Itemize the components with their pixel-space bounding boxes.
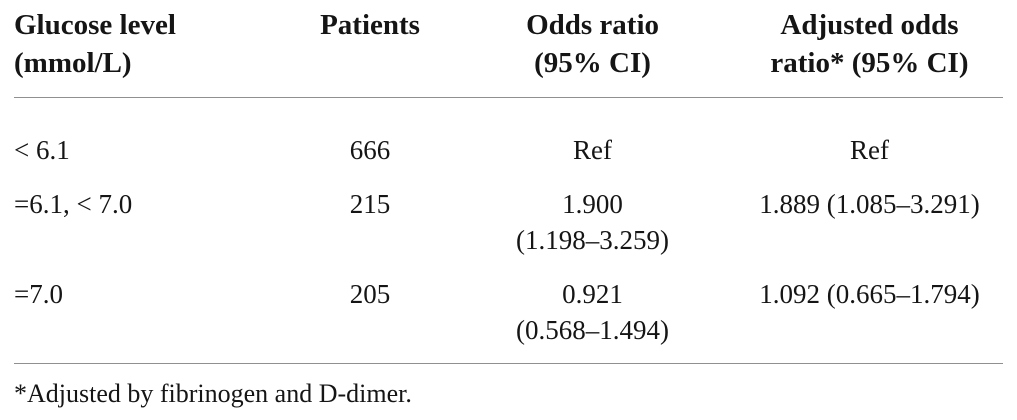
cell-odds-ratio: 1.900 (1.198–3.259) (449, 186, 736, 258)
header-odds-line1: Odds ratio (526, 9, 659, 41)
odds-ratio-value: Ref (573, 135, 613, 165)
header-adjusted-line2: ratio* (95% CI) (770, 47, 969, 79)
header-adjusted-odds: Adjusted odds ratio* (95% CI) (736, 6, 1003, 82)
cell-odds-ratio: 0.921 (0.568–1.494) (449, 276, 736, 348)
table-row: < 6.1 666 Ref Ref (14, 132, 1003, 168)
table-row: =7.0 205 0.921 (0.568–1.494) 1.092 (0.66… (14, 276, 1003, 348)
glucose-value: =7.0 (14, 279, 63, 309)
bottom-divider (14, 363, 1003, 364)
patients-value: 666 (349, 135, 391, 165)
header-adjusted-line1: Adjusted odds (780, 9, 959, 41)
header-glucose-line1: Glucose level (14, 9, 176, 41)
odds-ratio-value: 0.921 (562, 279, 623, 309)
header-glucose-line2: (mmol/L) (14, 47, 132, 79)
patients-value: 215 (349, 189, 391, 219)
cell-glucose: < 6.1 (14, 132, 291, 168)
adjusted-odds-value: 1.092 (0.665–1.794) (759, 279, 980, 309)
odds-ratio-value: 1.900 (562, 189, 623, 219)
glucose-value: < 6.1 (14, 135, 70, 165)
adjusted-odds-value: 1.889 (1.085–3.291) (759, 189, 980, 219)
header-divider (14, 97, 1003, 98)
odds-ratio-ci: (0.568–1.494) (516, 315, 670, 345)
odds-ratio-ci: (1.198–3.259) (516, 225, 670, 255)
header-patients-label: Patients (320, 9, 420, 41)
header-odds-ratio: Odds ratio (95% CI) (449, 6, 736, 82)
cell-adjusted-odds: 1.889 (1.085–3.291) (736, 186, 1003, 222)
cell-adjusted-odds: Ref (736, 132, 1003, 168)
cell-adjusted-odds: 1.092 (0.665–1.794) (736, 276, 1003, 312)
cell-patients: 666 (291, 132, 449, 168)
cell-glucose: =7.0 (14, 276, 291, 312)
table-header-row: Glucose level (mmol/L) Patients Odds rat… (14, 6, 1003, 82)
header-glucose-level: Glucose level (mmol/L) (14, 6, 291, 82)
patients-value: 205 (349, 279, 391, 309)
adjusted-odds-value: Ref (849, 135, 889, 165)
cell-patients: 215 (291, 186, 449, 222)
header-odds-line2: (95% CI) (534, 47, 651, 79)
header-patients: Patients (291, 6, 449, 82)
cell-patients: 205 (291, 276, 449, 312)
table-footnote: *Adjusted by fibrinogen and D-dimer. (14, 379, 412, 408)
glucose-value: =6.1, < 7.0 (14, 189, 133, 219)
table-body: < 6.1 666 Ref Ref =6.1, < 7.0 215 1.900 (14, 132, 1003, 348)
cell-glucose: =6.1, < 7.0 (14, 186, 291, 222)
cell-odds-ratio: Ref (449, 132, 736, 168)
table-row: =6.1, < 7.0 215 1.900 (1.198–3.259) 1.88… (14, 186, 1003, 258)
